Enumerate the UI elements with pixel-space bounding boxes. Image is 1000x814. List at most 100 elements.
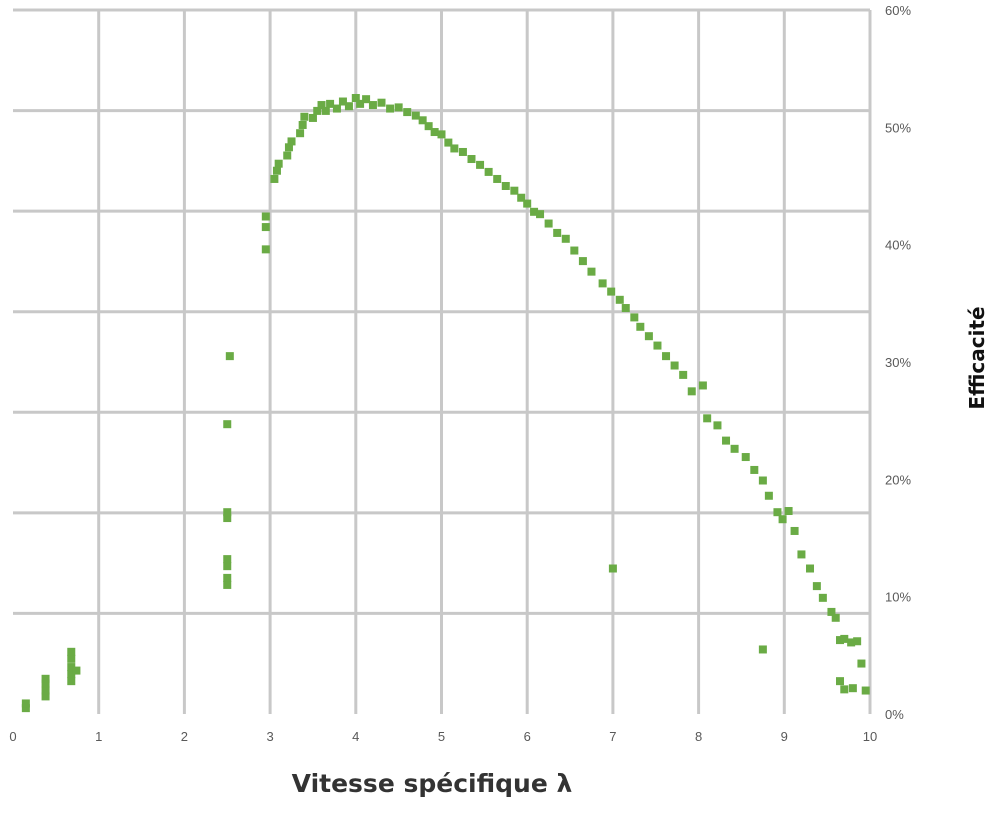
data-point	[368, 101, 377, 110]
data-point	[223, 573, 232, 582]
data-point	[261, 223, 270, 232]
data-point	[607, 287, 616, 296]
data-point	[713, 421, 722, 430]
y-tick-label: 60%	[885, 3, 911, 18]
data-point	[223, 555, 232, 564]
data-point	[225, 352, 234, 361]
data-point	[272, 166, 281, 175]
y-tick-label: 50%	[885, 120, 911, 135]
data-point	[21, 704, 30, 713]
data-point	[544, 219, 553, 228]
data-point	[758, 645, 767, 654]
data-point	[261, 245, 270, 254]
data-point	[411, 111, 420, 120]
data-point	[41, 686, 50, 695]
data-point	[553, 228, 562, 237]
data-point	[21, 699, 30, 708]
y-tick-label: 30%	[885, 355, 911, 370]
data-point	[806, 564, 815, 573]
data-point	[510, 186, 519, 195]
data-point	[608, 564, 617, 573]
data-point	[758, 476, 767, 485]
data-point	[853, 637, 862, 646]
data-point	[223, 514, 232, 523]
data-point	[778, 515, 787, 524]
y-tick-label: 0%	[885, 707, 904, 722]
x-axis-label: Vitesse spécifique λ	[292, 769, 573, 798]
data-point	[857, 659, 866, 668]
data-point	[861, 686, 870, 695]
data-point	[836, 636, 845, 645]
data-point	[630, 313, 639, 322]
data-point	[270, 174, 279, 183]
data-point	[840, 634, 849, 643]
data-point	[797, 550, 806, 559]
x-tick-label: 8	[695, 729, 702, 744]
data-point	[317, 101, 326, 110]
data-point	[223, 580, 232, 589]
data-point	[536, 210, 545, 219]
data-point	[296, 129, 305, 138]
grid-lines	[13, 8, 872, 714]
x-tick-label: 6	[524, 729, 531, 744]
x-tick-label: 2	[181, 729, 188, 744]
data-point	[437, 130, 446, 139]
data-point	[283, 151, 292, 160]
data-point	[326, 99, 335, 108]
data-point	[561, 234, 570, 243]
data-point	[703, 414, 712, 423]
data-point	[424, 122, 433, 131]
x-tick-label: 1	[95, 729, 102, 744]
data-point	[274, 159, 283, 168]
data-point	[223, 508, 232, 517]
x-tick-label: 7	[609, 729, 616, 744]
data-point	[523, 199, 532, 208]
data-point	[827, 607, 836, 616]
data-point	[741, 453, 750, 462]
x-axis-ticks: 0 1 2 3 4 5 6 7 8 9 10	[9, 729, 877, 744]
x-tick-label: 3	[266, 729, 273, 744]
data-point	[653, 341, 662, 350]
data-point	[615, 295, 624, 304]
data-point	[377, 98, 386, 107]
data-point	[332, 104, 341, 113]
x-tick-label: 10	[863, 729, 877, 744]
data-point	[67, 654, 76, 663]
data-point	[344, 102, 353, 111]
y-axis-ticks: 0% 10% 20% 30% 40% 50% 60%	[885, 3, 911, 722]
y-tick-label: 40%	[885, 238, 911, 253]
data-point	[598, 279, 607, 288]
data-point	[476, 160, 485, 169]
data-point	[587, 267, 596, 276]
data-points	[21, 94, 870, 713]
data-point	[444, 138, 453, 147]
data-point	[298, 120, 307, 129]
y-tick-label: 10%	[885, 590, 911, 605]
data-point	[386, 104, 395, 113]
data-point	[430, 128, 439, 137]
data-point	[644, 332, 653, 341]
data-point	[321, 106, 330, 115]
data-point	[530, 207, 539, 216]
data-point	[831, 613, 840, 622]
data-point	[730, 444, 739, 453]
data-point	[790, 526, 799, 535]
data-point	[698, 381, 707, 390]
data-point	[687, 387, 696, 396]
data-point	[450, 144, 459, 153]
data-point	[570, 246, 579, 255]
data-point	[223, 420, 232, 429]
x-tick-label: 4	[352, 729, 359, 744]
data-point	[223, 562, 232, 571]
data-point	[72, 666, 81, 675]
data-point	[848, 684, 857, 693]
data-point	[764, 491, 773, 500]
data-point	[679, 370, 688, 379]
data-point	[840, 685, 849, 694]
data-point	[818, 593, 827, 602]
data-point	[287, 137, 296, 146]
data-point	[67, 670, 76, 679]
data-point	[812, 582, 821, 591]
data-point	[300, 112, 309, 121]
data-point	[636, 322, 645, 331]
